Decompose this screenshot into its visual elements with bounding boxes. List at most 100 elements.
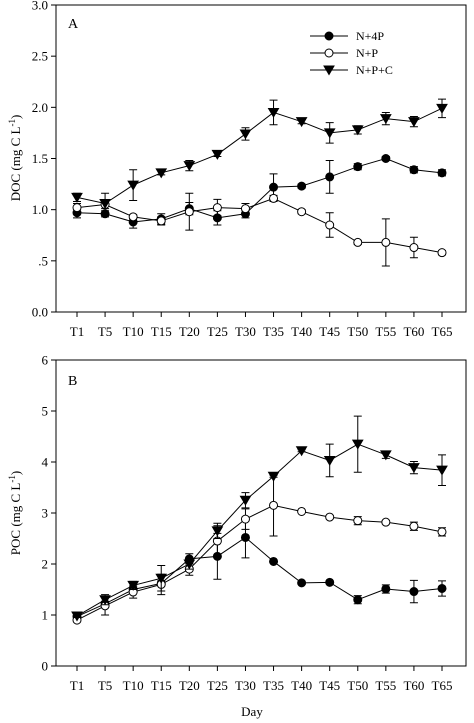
data-point [325,512,335,522]
panel-a-y-ticks: 0.0 .5 1.0 1.5 2.0 2.5 3.0 [32,0,56,320]
series-filled-circle [72,516,447,622]
data-point [240,532,250,542]
x-tick-label: T50 [347,678,368,693]
legend-marker [324,31,334,41]
data-point [379,114,392,125]
x-tick-label: T45 [319,324,340,339]
x-tick-label: T35 [263,678,284,693]
legend-item: N+P [310,46,378,60]
data-point [437,583,447,593]
data-point [325,172,335,182]
data-point [184,207,194,217]
series-line [76,536,443,617]
legend-marker [324,48,334,58]
y-tick-label: 0.0 [32,305,48,320]
data-point [351,439,364,450]
x-tick-label: T5 [98,678,112,693]
panel-a-plot-frame [55,4,467,313]
x-tick-label: T65 [432,324,453,339]
data-point [155,573,168,584]
data-point [99,199,111,210]
data-point [436,465,448,476]
y-tick-label: 5 [42,404,49,419]
data-point [297,207,307,217]
data-point [127,580,140,591]
panel-a-doc-chart: A DOC (mg C L-1) 0.0 .5 1.0 1.5 2.0 2.5 3.0 T1… [7,0,467,339]
panel-b-y-axis-title: POC (mg C L-1) [7,471,23,555]
data-point [409,243,419,253]
data-point [325,220,335,230]
x-tick-label: T15 [151,324,172,339]
panel-a-label: A [68,17,79,32]
data-point [155,168,168,179]
y-tick-label: 3.0 [32,0,48,13]
data-point [409,165,419,175]
data-point [71,611,83,622]
y-tick-label: 1 [42,608,49,623]
y-tick-label: 3 [42,506,49,521]
y-tick-label: 0 [42,659,49,674]
data-point [269,193,279,203]
panel-a-legend: N+4P N+P N+P+C [310,29,393,77]
data-point [436,103,448,114]
data-point [353,516,363,526]
x-tick-label: T50 [347,324,368,339]
data-point [269,500,279,510]
x-tick-label: T60 [403,324,424,339]
data-point [128,212,138,222]
data-point [381,584,391,594]
data-point [183,161,196,172]
data-point [267,471,280,482]
data-point [408,117,420,128]
data-point [183,559,196,570]
data-point [239,495,252,506]
data-point [240,204,250,214]
panel-a-series [71,98,448,267]
series-line [76,107,443,205]
data-point [353,237,363,247]
data-point [353,162,363,172]
data-point [408,463,420,474]
data-point [353,595,363,605]
panel-b-plot-frame [55,359,467,667]
x-tick-label: T15 [151,678,172,693]
x-tick-label: T40 [291,678,312,693]
series-line [76,443,443,617]
x-tick-label: T20 [179,324,200,339]
data-point [297,506,307,516]
y-tick-label: 6 [42,353,49,368]
panel-b-series [71,415,448,625]
data-point [323,455,336,466]
data-point [325,577,335,587]
x-tick-label: T30 [235,324,256,339]
data-point [127,180,140,191]
series-filled-triangle-down [71,98,448,215]
x-tick-label: T55 [375,324,396,339]
legend-marker [323,65,335,76]
data-point [269,182,279,192]
data-point [437,168,447,178]
data-point [72,203,82,213]
x-tick-label: T55 [375,678,396,693]
data-point [437,527,447,537]
data-point [381,517,391,527]
data-point [437,248,447,258]
x-tick-label: T60 [403,678,424,693]
data-point [295,446,308,457]
y-tick-label: .5 [38,253,48,268]
data-point [211,149,224,160]
data-point [99,595,111,606]
x-tick-label: T10 [123,324,144,339]
data-point [297,181,307,191]
x-tick-label: T1 [70,324,84,339]
data-point [379,450,392,461]
data-point [267,107,280,118]
data-point [381,154,391,163]
legend-label: N+P+C [356,63,393,77]
y-tick-label: 2.0 [32,100,48,115]
data-point [240,514,250,524]
data-point [381,237,391,247]
series-line [76,157,443,223]
data-point [351,125,364,136]
